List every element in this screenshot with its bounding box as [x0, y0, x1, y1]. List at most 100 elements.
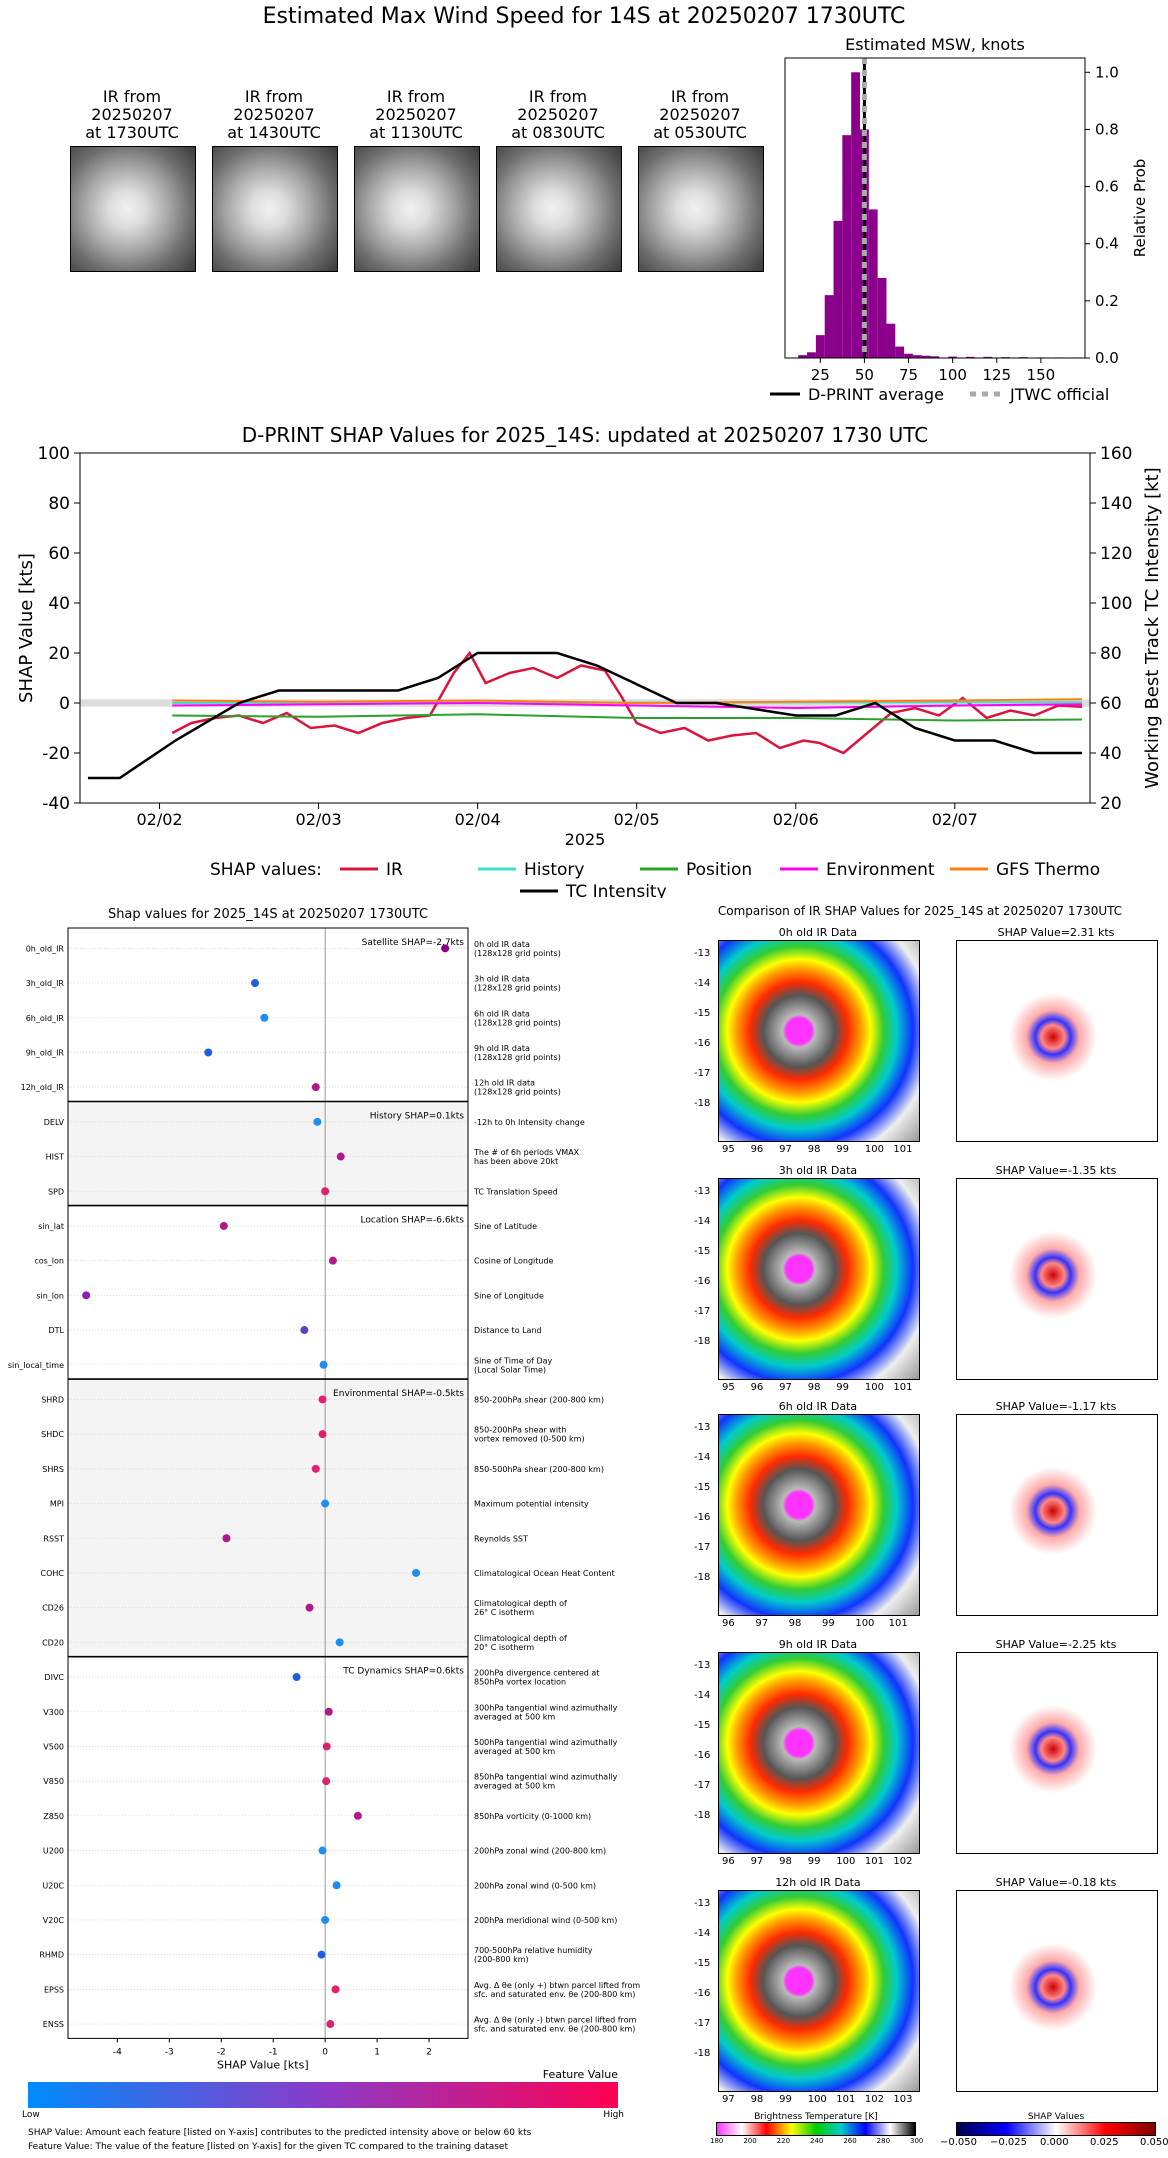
ir-xtick-label: 97 — [755, 1618, 769, 1629]
hist-bar — [868, 209, 878, 358]
ir-panel-title: 9h old IR Data — [778, 1638, 858, 1651]
ir-ytick-label: -13 — [694, 1186, 711, 1197]
ir-image-fill — [719, 1891, 919, 2091]
feat-row-desc: 3h old IR data (128x128 grid points) — [474, 975, 561, 993]
ts-ylabel: SHAP Value [kts] — [16, 553, 37, 703]
ir-panel-image — [718, 1890, 920, 2092]
thumbnail-title: IR from 20250207 at 1130UTC — [369, 87, 463, 142]
ir-ytick-label: -17 — [694, 1542, 711, 1553]
ir-xtick-label: 100 — [864, 1144, 884, 1155]
ts-ytick-right-label: 80 — [1100, 644, 1122, 664]
ir-xtick-label: 95 — [722, 1144, 735, 1155]
feat-point — [222, 1534, 231, 1543]
feat-row-name: CD26 — [42, 1604, 64, 1613]
ir-xtick-label: 96 — [722, 1856, 735, 1867]
feat-point — [300, 1326, 309, 1335]
feat-point — [321, 1915, 330, 1924]
feat-group-label: TC Dynamics SHAP=0.6kts — [342, 1667, 464, 1677]
feat-row-desc: 500hPa tangential wind azimuthally averag… — [474, 1738, 618, 1756]
feat-xtick-label: 0 — [322, 2047, 328, 2057]
shap-image-fill — [957, 941, 1157, 1141]
ts-ytick-right-label: 100 — [1100, 594, 1132, 614]
shap-panel-image — [956, 1652, 1158, 1854]
ir-xtick-label: 98 — [807, 1382, 821, 1393]
hist-xtick-label: 75 — [899, 366, 918, 384]
series-line-tc-intensity — [87, 651, 1083, 780]
ir-ytick-label: -13 — [694, 1898, 711, 1909]
ts-ytick-label: -40 — [42, 794, 70, 814]
footnote-feature: Feature Value: The value of the feature … — [28, 2142, 509, 2152]
feat-point — [322, 1742, 331, 1751]
hist-bar — [824, 295, 834, 358]
feat-group-label: History SHAP=0.1kts — [370, 1112, 465, 1122]
feat-row-desc: Reynolds SST — [474, 1534, 528, 1543]
shap-panel-image — [956, 1414, 1158, 1616]
ts-ytick-label: 40 — [48, 594, 70, 614]
ir-xtick-label: 98 — [750, 2094, 764, 2105]
hist-xtick-label: 100 — [938, 366, 967, 384]
feat-xtick-label: 1 — [374, 2047, 380, 2057]
ir-ytick-label: -16 — [694, 1512, 711, 1523]
shap-colorbar-tick: −0.050 — [940, 2137, 978, 2148]
hist-bar — [895, 346, 905, 358]
ir-panel-image — [718, 1414, 920, 1616]
feat-row-name: U200 — [43, 1847, 64, 1856]
series-line-position — [172, 713, 1083, 722]
feat-row-name: SHDC — [41, 1430, 64, 1439]
ir-image-fill — [719, 941, 919, 1141]
feat-row-desc: 850-200hPa shear (200-800 km) — [474, 1395, 604, 1404]
hist-bar — [904, 353, 913, 358]
shap-colorbar-title: SHAP Values — [1027, 2112, 1085, 2122]
ir-ytick-label: -18 — [694, 1336, 711, 1347]
feat-row-name: Z850 — [43, 1812, 64, 1821]
feat-row-name: 12h_old_IR — [21, 1083, 65, 1092]
feat-xtick-label: 2 — [426, 2047, 432, 2057]
hist-ytick-label: 0.0 — [1095, 349, 1119, 367]
ir-xtick-label: 101 — [836, 2094, 856, 2105]
ts-legend-label: History — [524, 860, 584, 880]
feat-row-desc: Sine of Latitude — [474, 1222, 537, 1231]
ir-thumbnail-image — [212, 146, 338, 272]
ir-panel-title: 6h old IR Data — [778, 1400, 858, 1413]
ir-thumbnail-image — [496, 146, 622, 272]
shap-colorbar-tick: 0.050 — [1140, 2137, 1168, 2148]
ts-ytick-label: 100 — [38, 444, 70, 464]
ir-ytick-label: -14 — [694, 1690, 711, 1701]
bt-colorbar-tick: 200 — [743, 2137, 757, 2145]
shap-image-fill — [957, 1653, 1157, 1853]
feat-row-desc: 12h old IR data (128x128 grid points) — [474, 1079, 561, 1097]
ir-panel-image — [718, 1652, 920, 1854]
feat-row-name: sin_lat — [38, 1222, 64, 1231]
colorbar-gradient — [28, 2082, 618, 2108]
ts-ytick-label: 0 — [59, 694, 70, 714]
colorbar-title: Feature Value — [542, 2068, 618, 2081]
shap-panel-title: SHAP Value=2.31 kts — [997, 926, 1115, 939]
ir-ytick-label: -17 — [694, 1068, 711, 1079]
feat-row-name: DIVC — [44, 1673, 64, 1682]
ts-legend-title: SHAP values: — [210, 860, 322, 880]
hist-title: Estimated MSW, knots — [845, 35, 1025, 54]
ir-image-fill — [719, 1179, 919, 1379]
bt-colorbar-ticks: 180 200 220 240 260 280 300 — [710, 2136, 923, 2146]
feat-row-desc: 850hPa vorticity (0-1000 km) — [474, 1812, 591, 1821]
feat-xtick-label: -1 — [269, 2047, 278, 2057]
feat-group-band — [68, 1101, 468, 1206]
shap-panel-image — [956, 1178, 1158, 1380]
ts-xtick-label: 02/06 — [773, 810, 819, 829]
feat-row-desc: Climatological depth of 20° C isotherm — [474, 1634, 567, 1652]
shap-colorbar-ticks: −0.050 −0.025 0.000 0.025 0.050 — [940, 2136, 1168, 2148]
hist-bar — [930, 356, 940, 358]
ir-panel-image — [718, 940, 920, 1142]
ir-ytick-label: -18 — [694, 1098, 711, 1109]
hist-frame — [784, 57, 1086, 359]
feat-row-name: sin_local_time — [8, 1361, 64, 1370]
shap-panel-title: SHAP Value=-2.25 kts — [995, 1638, 1117, 1651]
ir-ytick-label: -13 — [694, 1422, 711, 1433]
ir-ytick-label: -17 — [694, 1306, 711, 1317]
feat-row-desc: Climatological depth of 26° C isotherm — [474, 1599, 567, 1617]
ir-panel-title: 12h old IR Data — [775, 1876, 861, 1889]
hist-bar — [877, 278, 887, 358]
ir-xtick-label: 101 — [893, 1144, 913, 1155]
ts-ytick-right-label: 40 — [1100, 744, 1122, 764]
ir-xtick-label: 99 — [822, 1618, 835, 1629]
